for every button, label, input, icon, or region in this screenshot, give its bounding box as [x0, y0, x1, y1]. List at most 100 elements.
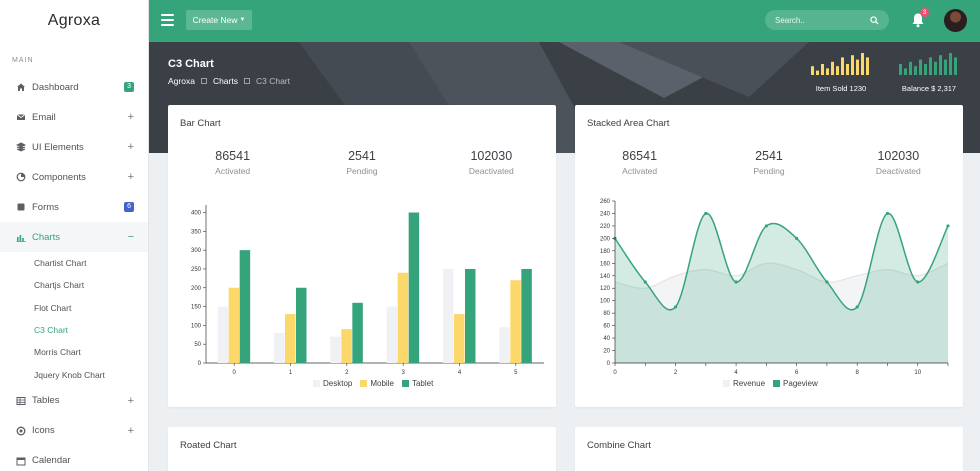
card-title: Bar Chart	[180, 118, 221, 129]
revenue-line	[614, 262, 949, 289]
sparkline-bar	[826, 68, 829, 75]
bell-icon[interactable]	[911, 12, 925, 28]
sidebar-item-ui-elements[interactable]: UI Elements +	[0, 132, 148, 162]
sidebar-item-charts[interactable]: Charts −	[0, 222, 148, 252]
bar-chart-legend: Desktop Mobile Tablet	[305, 379, 433, 388]
bar	[454, 314, 465, 363]
x-tick-label: 0	[232, 370, 236, 376]
pageview-point	[825, 280, 829, 284]
sparkline-bar	[914, 66, 917, 75]
breadcrumb-item[interactable]: Charts	[212, 76, 238, 86]
submenu-item[interactable]: Chartjs Chart	[34, 280, 85, 291]
sidebar-item-dashboard[interactable]: Dashboard 3	[0, 72, 148, 102]
caret-down-icon: ▼	[239, 17, 246, 23]
sparkline-bar	[949, 53, 952, 75]
legend-label[interactable]: Desktop	[323, 379, 353, 388]
pageview-point	[916, 280, 920, 284]
sparkline-bar	[831, 61, 834, 75]
sparkline-bar	[816, 70, 819, 75]
kpi-row: 86541 Activated 2541 Pending 102030 Deactiv…	[575, 149, 963, 176]
table-icon	[16, 396, 26, 406]
legend-label[interactable]: Revenue	[733, 379, 766, 388]
sparkline-bar	[904, 68, 907, 75]
mail-icon	[16, 112, 26, 122]
sidebar-nav-lower: Tables + Icons + Calendar	[0, 386, 148, 471]
combine-chart-card: Combine Chart	[575, 427, 963, 471]
submenu-item[interactable]: Flot Chart	[34, 302, 72, 313]
legend-swatch	[773, 380, 781, 387]
legend-label[interactable]: Mobile	[370, 379, 394, 388]
kpi-pending: 2541 Pending	[704, 149, 833, 176]
sidebar-item-email[interactable]: Email +	[0, 102, 148, 132]
kpi-value: 102030	[470, 149, 513, 163]
bar	[499, 327, 510, 363]
bar	[228, 287, 240, 363]
legend-label[interactable]: Tablet	[411, 379, 434, 388]
y-tick-label: 40	[603, 336, 610, 342]
sidebar-item-tables[interactable]: Tables +	[0, 386, 148, 416]
x-tick-label: 2	[345, 370, 349, 376]
sidebar-item-components[interactable]: Components +	[0, 162, 148, 192]
breadcrumb-item[interactable]: Agroxa	[168, 76, 195, 86]
user-avatar[interactable]	[944, 9, 967, 32]
pageview-point	[643, 280, 647, 284]
kpi-deactivated: 102030 Deactivated	[427, 149, 556, 176]
search-box[interactable]	[765, 10, 889, 30]
bar-chart[interactable]: 0 50 100 150 200 250 300 350 400 0 1 2 3 4 5	[168, 105, 556, 407]
kpi-value: 2541	[755, 149, 783, 163]
sparkline-bar	[944, 59, 947, 75]
app-logo[interactable]: Agroxa	[47, 12, 101, 29]
x-tick-label: 4	[734, 370, 738, 376]
pageview-point	[946, 224, 950, 228]
bar	[274, 332, 285, 363]
y-tick-label: 300	[191, 248, 202, 254]
sparkline-bar	[919, 59, 922, 75]
submenu-item[interactable]: Morris Chart	[34, 347, 81, 358]
y-tick-label: 0	[198, 361, 202, 367]
expand-icon: +	[127, 111, 134, 123]
expand-icon: +	[127, 171, 134, 183]
y-tick-label: 150	[191, 305, 202, 311]
balance-sparkline	[899, 53, 957, 75]
x-tick-label: 6	[795, 370, 799, 376]
x-tick-label: 0	[613, 370, 617, 376]
sidebar-item-label: Charts	[32, 231, 60, 243]
y-tick-label: 200	[191, 286, 202, 292]
pageview-point	[764, 224, 768, 228]
kpi-activated: 86541 Activated	[168, 149, 297, 176]
kpi-row: 86541 Activated 2541 Pending 102030 Deactiv…	[168, 149, 556, 176]
y-tick-label: 220	[600, 224, 611, 230]
submenu-item-active[interactable]: C3 Chart	[34, 325, 69, 336]
breadcrumb: Agroxa Charts C3 Chart	[168, 76, 290, 86]
sidebar-section-label: MAIN	[12, 57, 34, 64]
sidebar-item-icons[interactable]: Icons +	[0, 416, 148, 446]
area-chart[interactable]: 0 20 40 60 80 100 120 140 160 180 200 220 240 260 0 2 4 6…	[575, 105, 963, 407]
legend-label[interactable]: Pageview	[783, 379, 818, 388]
bar	[443, 268, 454, 363]
pie-icon	[16, 172, 26, 182]
sparkline-bar	[811, 66, 814, 75]
sidebar-item-calendar[interactable]: Calendar	[0, 446, 148, 471]
menu-toggle-icon[interactable]	[161, 14, 174, 26]
bar	[296, 287, 307, 363]
create-new-button[interactable]: Create New ▼	[186, 10, 252, 30]
notification-count-badge: 3	[920, 8, 929, 17]
bar	[408, 212, 420, 363]
submenu-item[interactable]: Jquery Knob Chart	[34, 369, 105, 380]
expand-icon: +	[127, 424, 134, 437]
create-new-label: Create New	[192, 15, 238, 25]
sparkline-bar	[929, 57, 932, 75]
y-tick-label: 200	[600, 236, 611, 242]
sidebar-item-label: UI Elements	[32, 141, 84, 153]
kpi-value: 102030	[877, 149, 920, 163]
sidebar-item-forms[interactable]: Forms 6	[0, 192, 148, 222]
search-icon[interactable]	[870, 15, 879, 25]
search-input[interactable]	[775, 15, 865, 25]
y-tick-label: 260	[600, 199, 611, 205]
sidebar-nav: Dashboard 3 Email + UI Elements + Compon…	[0, 72, 148, 252]
sparkline-bar	[861, 53, 864, 75]
submenu-item[interactable]: Chartist Chart	[34, 258, 87, 269]
sidebar: Agroxa MAIN Dashboard 3 Email + UI Eleme…	[0, 0, 149, 471]
bar	[330, 336, 341, 363]
kpi-label: Activated	[215, 166, 251, 176]
